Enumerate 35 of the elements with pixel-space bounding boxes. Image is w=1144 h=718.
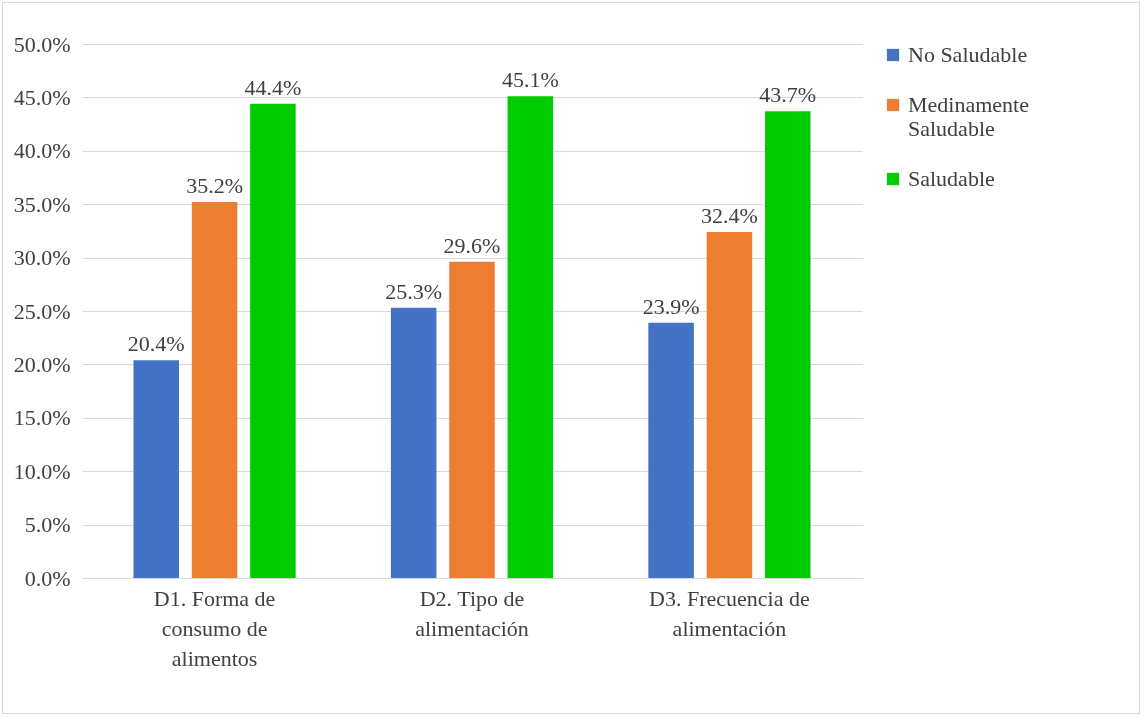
bar (648, 322, 694, 578)
bar (250, 103, 296, 578)
y-tick-label: 10.0% (13, 458, 71, 484)
y-tick-label: 35.0% (13, 191, 71, 217)
data-label: 23.9% (642, 293, 700, 319)
bar (449, 261, 495, 578)
y-tick-label: 40.0% (13, 138, 71, 164)
y-tick-label: 5.0% (24, 512, 71, 538)
y-tick-label: 50.0% (13, 31, 71, 57)
x-tick-label: D2. Tipo de alimentación (415, 585, 529, 641)
legend-label: Medinamente Saludable (908, 92, 1029, 141)
data-label: 29.6% (443, 232, 501, 258)
x-tick-label: D3. Frecuencia de alimentación (649, 585, 810, 641)
y-tick-label: 15.0% (13, 405, 71, 431)
y-tick-label: 45.0% (13, 84, 71, 110)
bar (706, 231, 753, 578)
data-label: 25.3% (385, 278, 443, 304)
bar (507, 96, 554, 578)
y-tick-label: 20.0% (13, 351, 71, 377)
data-label: 32.4% (701, 202, 758, 228)
data-label: 44.4% (244, 74, 302, 100)
data-label: 45.1% (501, 67, 559, 93)
legend-label: Saludable (908, 166, 995, 191)
bar (765, 111, 811, 578)
data-label: 20.4% (127, 331, 185, 357)
x-tick-label: D1. Forma de consumo de alimentos (153, 585, 276, 671)
y-tick-label: 30.0% (13, 245, 71, 271)
bar (133, 360, 179, 578)
data-label: 43.7% (759, 82, 817, 108)
bar (191, 202, 238, 578)
legend-label: No Saludable (908, 42, 1028, 67)
y-tick-label: 25.0% (13, 298, 71, 324)
data-label: 35.2% (186, 173, 243, 199)
y-tick-label: 0.0% (24, 565, 71, 591)
bar (390, 307, 437, 578)
